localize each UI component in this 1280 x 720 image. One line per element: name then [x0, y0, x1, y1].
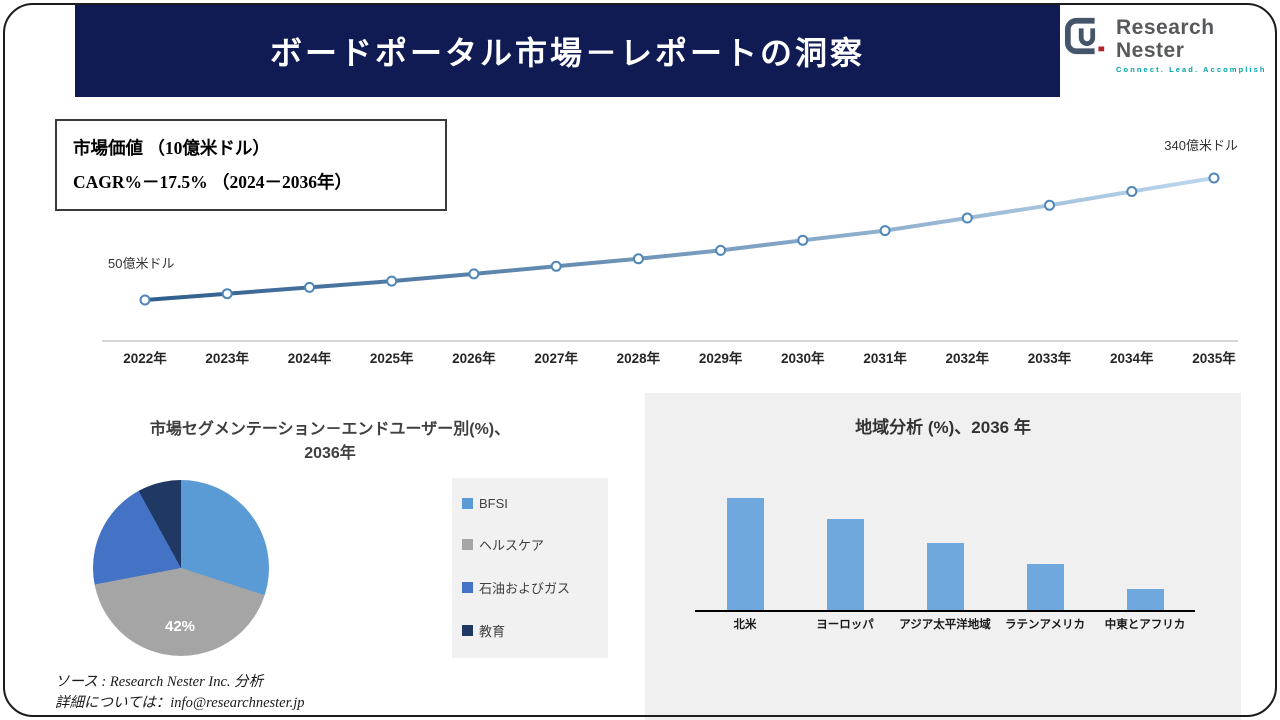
pie-title-line1: 市場セグメンテーション－エンドユーザー別(%)、 [149, 421, 511, 438]
market-value-label: 市場価値 （10億米ドル） [73, 138, 270, 158]
logo-mark-icon [1064, 16, 1108, 61]
svg-text:2025年: 2025年 [370, 350, 414, 366]
logo: Research Nester Connect. Lead. Accomplis… [1064, 16, 1276, 74]
market-info-box: 市場価値 （10億米ドル） CAGR%－17.5% （2024－2036年） [55, 119, 447, 212]
logo-text: Research Nester Connect. Lead. Accomplis… [1116, 16, 1276, 74]
bar-chart [695, 493, 1195, 612]
bar-column [995, 493, 1095, 610]
svg-text:2024年: 2024年 [288, 350, 332, 366]
cagr-label: CAGR%－17.5% （2024－2036年） [73, 172, 353, 193]
pie-legend: BFSI ヘルスケア石油およびガス 教育 [452, 478, 608, 658]
page-title: ボードポータル市場－レポートの洞察 [269, 35, 865, 71]
bar-column [795, 493, 895, 610]
bar-category-label: 北米 [733, 619, 757, 631]
pie-callout: 42% [165, 618, 196, 635]
legend-swatch [462, 539, 473, 550]
pie-title-line2: 2036年 [304, 445, 356, 462]
bar-column [1095, 493, 1195, 610]
legend-label: 石油およびガス [479, 581, 571, 596]
bar-category-label: アジア太平洋地域 [899, 619, 991, 631]
bar-category-label: ヨーロッパ [816, 619, 874, 631]
svg-text:2032年: 2032年 [946, 350, 990, 366]
line-chart: 2022年 2023年 2024年 2025年 2026年 2027年 2028年 2029年… [90, 120, 1240, 372]
legend-item: BFSI [462, 496, 598, 511]
logo-tagline: Connect. Lead. Accomplish [1116, 65, 1267, 75]
legend-label: BFSI [479, 496, 508, 511]
bar-category-label: 中東とアフリカ [1104, 619, 1186, 631]
bar-chart-title: 地域分析 (%)、2036 年 [855, 418, 1031, 437]
bar-axis-labels: 北米 ヨーロッパ アジア太平洋地域 ラテンアメリカ 中東とアフリカ [695, 616, 1195, 632]
svg-text:2030年: 2030年 [781, 350, 825, 366]
svg-text:2033年: 2033年 [1028, 350, 1072, 366]
legend-swatch [462, 625, 473, 636]
legend-item: 石油およびガス [462, 578, 598, 597]
legend-swatch [462, 582, 473, 593]
pie-section-title: 市場セグメンテーション－エンドユーザー別(%)、 2036年 [60, 418, 600, 466]
footer-contact: 詳細については：info@researchnester.jp [55, 695, 305, 712]
bar [826, 519, 864, 610]
svg-text:2022年: 2022年 [123, 350, 167, 366]
svg-text:2026年: 2026年 [452, 350, 496, 366]
svg-text:2028年: 2028年 [617, 350, 661, 366]
legend-item: ヘルスケア [462, 535, 598, 554]
svg-text:50億米ドル: 50億米ドル [108, 256, 174, 271]
bar [1126, 589, 1164, 610]
legend-item: 教育 [462, 621, 598, 640]
bar [1026, 564, 1064, 610]
svg-text:2023年: 2023年 [205, 350, 249, 366]
svg-text:2029年: 2029年 [699, 350, 743, 366]
svg-text:2027年: 2027年 [534, 350, 578, 366]
legend-label: ヘルスケア [479, 538, 545, 553]
bar-panel: 地域分析 (%)、2036 年 北米 ヨーロッパ アジア太平洋地域 ラテンアメリカ 中東… [645, 393, 1241, 720]
header-banner: ボードポータル市場－レポートの洞察 [75, 5, 1060, 97]
bar-column [695, 493, 795, 610]
bar [726, 498, 764, 610]
svg-text:2031年: 2031年 [863, 350, 907, 366]
legend-swatch [462, 498, 473, 509]
logo-name: Research Nester [1116, 16, 1215, 63]
footer-source: ソース : Research Nester Inc. 分析 [55, 674, 264, 690]
svg-text:2035年: 2035年 [1192, 350, 1236, 366]
bar-category-label: ラテンアメリカ [1005, 619, 1085, 631]
legend-label: 教育 [479, 624, 506, 639]
svg-text:340億米ドル: 340億米ドル [1164, 138, 1238, 153]
footer: ソース : Research Nester Inc. 分析 詳細については：in… [55, 672, 305, 714]
bar [926, 543, 964, 610]
svg-text:2034年: 2034年 [1110, 350, 1154, 366]
pie-chart [93, 480, 269, 656]
bar-column [895, 493, 995, 610]
